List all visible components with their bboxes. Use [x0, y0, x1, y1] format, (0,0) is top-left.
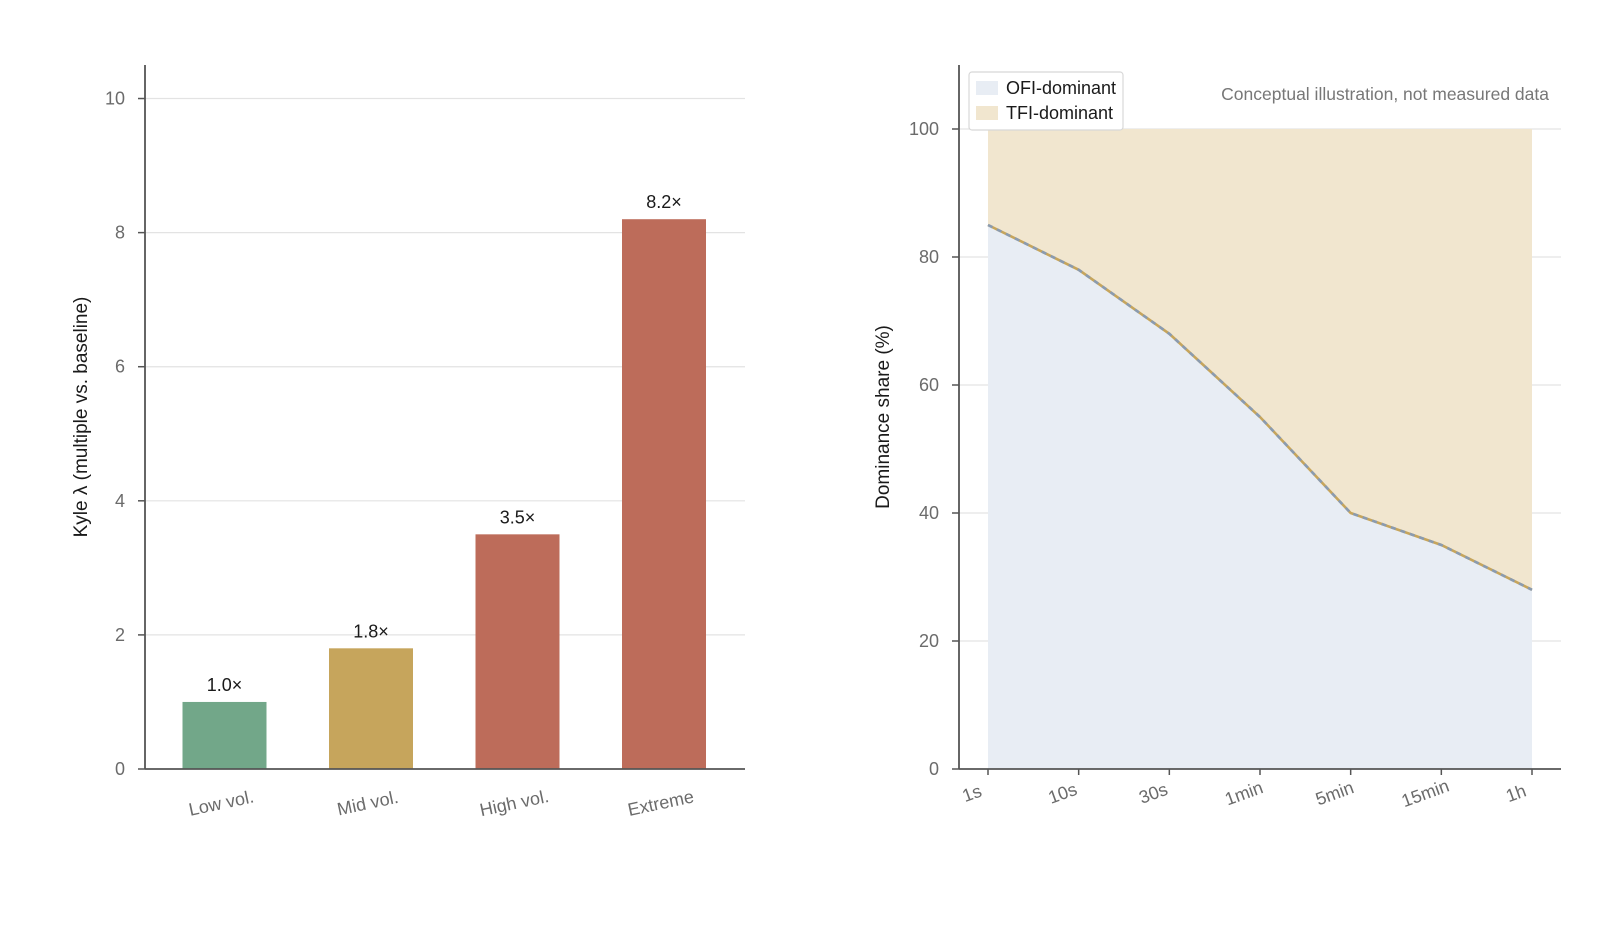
left-x-tick-label: Mid vol. [335, 787, 400, 819]
right-y-tick-label: 100 [909, 119, 939, 139]
bar-extreme [622, 219, 706, 769]
right-areas [987, 129, 1533, 769]
left-bar-labels: 1.0× 1.8× 3.5× 8.2× [207, 192, 682, 695]
left-x-tick-labels: Low vol. Mid vol. High vol. Extreme [187, 786, 696, 820]
ofi-dominant-area [988, 225, 1532, 769]
right-x-tick-label: 5min [1313, 777, 1357, 809]
legend-swatch-tfi-dominant [976, 106, 998, 120]
bar-high-vol [475, 534, 560, 769]
right-x-tick-label: 1h [1503, 781, 1529, 807]
bar-value-label: 8.2× [646, 192, 682, 212]
conceptual-note: Conceptual illustration, not measured da… [1221, 84, 1549, 104]
left-y-tick-label: 2 [115, 625, 125, 645]
right-y-axis-title: Dominance share (%) [873, 325, 894, 509]
right-y-tick-label: 20 [919, 631, 939, 651]
tfi-dominant-area [988, 129, 1532, 590]
right-x-tick-label: 10s [1046, 779, 1080, 808]
left-y-tick-label: 4 [115, 491, 125, 511]
left-y-axis-title: Kyle λ (multiple vs. baseline) [71, 297, 92, 538]
bar-low-vol [182, 701, 267, 769]
legend-label: TFI-dominant [1006, 103, 1113, 123]
dominance-area-chart: 0 20 40 60 80 100 1s 10s 30s 1min 5min 15min 1h Dom… [873, 65, 1561, 811]
bar-value-label: 1.8× [353, 621, 389, 641]
legend-label: OFI-dominant [1006, 78, 1116, 98]
boundary-line-dash [987, 223, 1533, 591]
right-x-tick-labels: 1s 10s 30s 1min 5min 15min 1h [960, 776, 1529, 812]
right-y-tick-label: 40 [919, 503, 939, 523]
bar-mid-vol [329, 648, 413, 769]
left-x-tick-label: Extreme [626, 786, 696, 819]
right-y-tick-label: 80 [919, 247, 939, 267]
bar-value-label: 1.0× [207, 675, 243, 695]
kyle-lambda-bar-chart: 1.0× 1.8× 3.5× 8.2× 0 2 4 6 8 10 Low vol. Mid vol… [71, 65, 745, 820]
left-y-tick-label: 10 [105, 89, 125, 109]
left-axes [138, 65, 745, 770]
left-y-tick-labels: 0 2 4 6 8 10 [105, 89, 125, 779]
right-x-tick-label: 15min [1399, 776, 1452, 812]
left-y-tick-label: 8 [115, 223, 125, 243]
right-y-tick-label: 0 [929, 759, 939, 779]
left-bars [182, 219, 706, 769]
legend-swatch-ofi-dominant [976, 81, 998, 95]
legend-box [968, 71, 1124, 131]
left-x-tick-label: High vol. [478, 786, 551, 820]
right-axes [952, 65, 1561, 775]
right-x-tick-label: 30s [1136, 779, 1170, 808]
left-x-tick-label: Low vol. [187, 786, 256, 819]
right-y-tick-label: 60 [919, 375, 939, 395]
right-y-tick-labels: 0 20 40 60 80 100 [909, 119, 939, 779]
legend: OFI-dominant TFI-dominant [968, 71, 1124, 131]
left-y-tick-label: 0 [115, 759, 125, 779]
right-x-tick-label: 1s [960, 781, 985, 806]
right-x-tick-label: 1min [1222, 777, 1266, 809]
bar-value-label: 3.5× [500, 507, 536, 527]
left-y-tick-label: 6 [115, 357, 125, 377]
